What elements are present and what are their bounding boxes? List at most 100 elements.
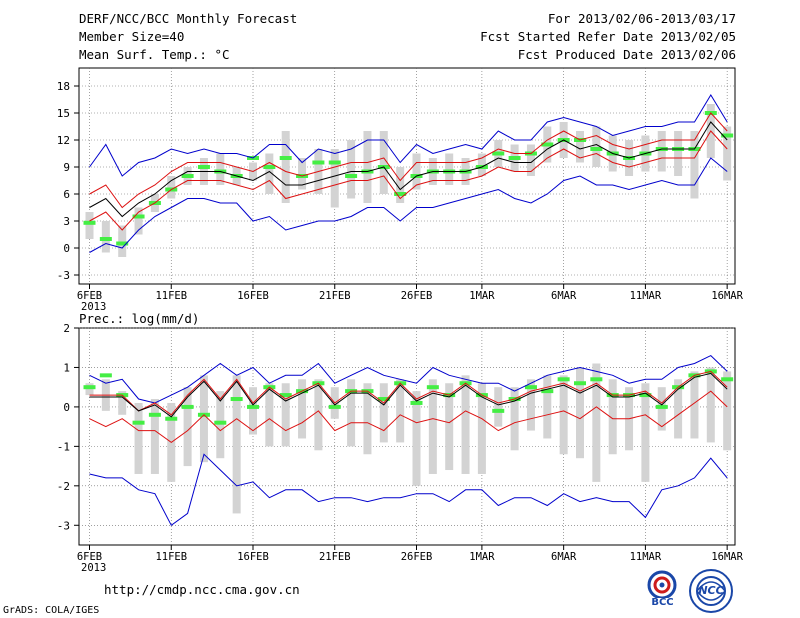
ensemble-box: [199, 375, 208, 463]
median-mark: [263, 165, 276, 169]
ensemble-box: [281, 383, 290, 447]
y-tick-label: 18: [57, 80, 70, 93]
ensemble-box: [543, 375, 552, 439]
plot-frame-2: [78, 327, 736, 546]
x-year-label: 2013: [81, 301, 106, 313]
median-mark: [230, 397, 243, 402]
median-mark: [426, 385, 439, 390]
source-url[interactable]: http://cmdp.ncc.cma.gov.cn: [104, 582, 300, 597]
ensemble-box: [330, 149, 339, 208]
ensemble-box: [314, 379, 323, 451]
max-line: [89, 94, 728, 177]
median-mark: [132, 420, 145, 425]
ensemble-box: [281, 131, 290, 203]
median-mark: [99, 237, 112, 241]
ensemble-box: [477, 153, 486, 176]
median-mark: [721, 377, 734, 382]
ci-upper-line: [89, 370, 728, 416]
median-mark: [590, 147, 603, 151]
median-mark: [328, 404, 341, 409]
ensemble-box: [118, 391, 127, 415]
ensemble-box: [690, 371, 699, 439]
median-mark: [181, 404, 194, 409]
x-tick-label: 6FEB: [77, 551, 102, 563]
min-line: [89, 157, 728, 253]
forecast-period-label: For 2013/02/06-2013/03/17: [547, 11, 736, 26]
ensemble-box: [134, 207, 143, 235]
ensemble-box: [265, 153, 274, 194]
ensemble-box: [494, 387, 503, 427]
ensemble-box: [134, 402, 143, 474]
ensemble-box: [592, 126, 601, 167]
ensemble-box: [183, 387, 192, 467]
ensemble-box: [379, 383, 388, 443]
median-mark: [541, 142, 554, 147]
y-tick-label: 15: [57, 107, 70, 120]
x-tick-label: 11MAR: [630, 551, 662, 563]
ensemble-box: [118, 225, 127, 257]
median-mark: [377, 397, 390, 402]
x-year-label: 2013: [81, 562, 106, 574]
median-mark: [524, 385, 537, 390]
ensemble-box: [363, 131, 372, 203]
ensemble-box: [674, 131, 683, 176]
ensemble-box: [641, 383, 650, 482]
median-mark: [181, 174, 194, 178]
y-tick-label: 0: [63, 401, 70, 414]
x-tick-label: 6MAR: [551, 290, 577, 302]
ensemble-box: [265, 383, 274, 447]
plot-frame-1: [78, 67, 736, 285]
x-tick-label: 1MAR: [469, 551, 495, 563]
x-tick-label: 26FEB: [401, 551, 433, 563]
ensemble-box: [723, 126, 732, 181]
ensemble-box: [526, 379, 535, 431]
ensemble-box: [396, 167, 405, 203]
ensemble-box: [461, 375, 470, 474]
ensemble-box: [477, 383, 486, 474]
produced-date-label: Fcst Produced Date 2013/02/06: [517, 47, 736, 62]
y-tick-label: 2: [63, 322, 70, 335]
median-mark: [83, 220, 96, 225]
median-mark: [99, 373, 112, 378]
ensemble-box: [150, 399, 159, 474]
median-mark: [116, 241, 129, 246]
ensemble-box: [576, 131, 584, 163]
ensemble-box: [396, 379, 405, 443]
x-tick-label: 21FEB: [319, 290, 351, 302]
median-mark: [312, 160, 325, 165]
ensemble-box: [298, 158, 307, 190]
ensemble-box: [298, 379, 307, 439]
ncc-logo: NCC: [688, 568, 734, 614]
y-tick-label: -1: [57, 440, 70, 453]
median-mark: [165, 416, 178, 421]
median-mark: [345, 174, 358, 178]
grads-credit: GrADS: COLA/IGES: [3, 605, 100, 616]
median-mark: [492, 151, 505, 156]
median-mark: [328, 160, 341, 165]
x-tick-label: 16FEB: [237, 551, 269, 563]
y-tick-label: -3: [57, 519, 70, 532]
ensemble-box: [559, 375, 568, 455]
ensemble-box: [723, 371, 732, 451]
ensemble-box: [232, 375, 241, 514]
chart-title: DERF/NCC/BCC Monthly Forecast: [79, 11, 298, 26]
y-tick-label: 0: [63, 242, 70, 255]
median-mark: [590, 377, 603, 382]
median-mark: [214, 420, 227, 425]
median-mark: [132, 214, 145, 219]
median-mark: [508, 156, 521, 160]
ensemble-box: [592, 363, 601, 482]
y-tick-label: -3: [57, 269, 70, 282]
ensemble-box: [363, 383, 372, 455]
ensemble-box: [101, 221, 110, 253]
ensemble-box: [706, 367, 715, 443]
ensemble-box: [412, 153, 421, 190]
ncc-logo-text: NCC: [698, 584, 724, 597]
ensemble-box: [608, 379, 617, 455]
ensemble-box: [249, 387, 257, 435]
ensemble-box: [85, 212, 94, 239]
ensemble-box: [576, 367, 584, 459]
bcc-logo: BCC: [640, 570, 685, 610]
ensemble-box: [690, 131, 699, 199]
x-tick-label: 6FEB: [77, 290, 102, 302]
